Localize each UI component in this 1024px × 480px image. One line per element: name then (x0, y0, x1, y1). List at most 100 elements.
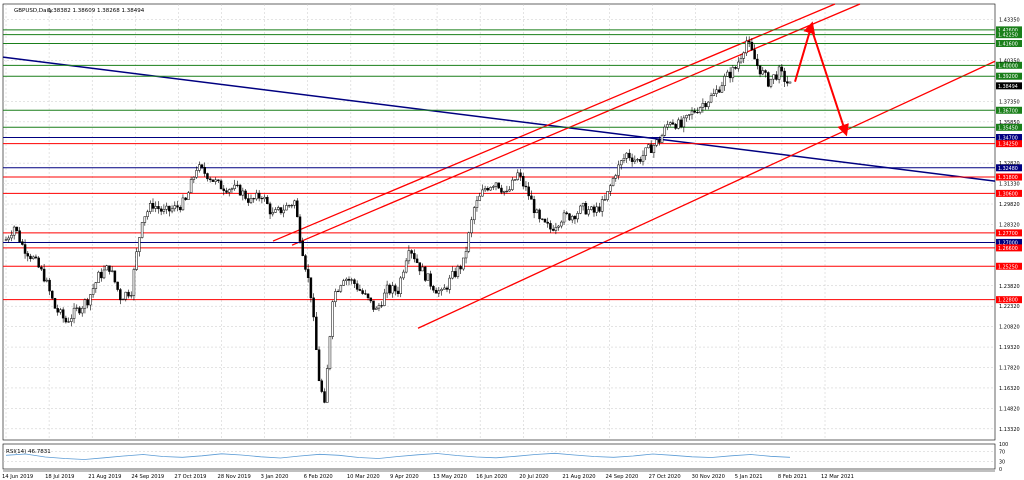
candle-body (535, 209, 539, 214)
candle-body (715, 89, 718, 94)
level-tag-text: 1.41600 (998, 42, 1018, 48)
candle-body (682, 117, 686, 128)
rsi-label: RSI(14) 46.7831 (6, 449, 51, 455)
candle-body (720, 85, 724, 93)
candle-body (456, 266, 460, 277)
candle-body (560, 221, 563, 227)
candle-body (766, 72, 770, 87)
candle-body (72, 307, 76, 319)
candle-body (579, 205, 582, 214)
candle-body (317, 349, 321, 382)
candle-body (777, 66, 781, 80)
candle-body (285, 205, 288, 211)
candle-body (80, 307, 84, 314)
candle-body (745, 40, 748, 54)
candle-body (217, 179, 220, 182)
candle-body (40, 266, 43, 270)
y-tick-label: 1.29820 (999, 202, 1020, 208)
level-tag (996, 296, 1022, 304)
candle-body (211, 179, 215, 182)
symbol-label: GBPUSD,Daily (14, 8, 54, 14)
candle-body (753, 49, 756, 60)
candle-body (347, 278, 351, 281)
candle-body (255, 192, 258, 200)
candle-body (369, 297, 373, 302)
candle-body (788, 81, 792, 84)
candle-body (728, 71, 732, 79)
candle-body (306, 269, 310, 278)
candle-body (410, 250, 413, 254)
candle-body (668, 122, 672, 125)
candle-body (679, 119, 683, 128)
candle-body (18, 230, 21, 242)
candle-body (780, 66, 784, 72)
x-tick-label: 24 Sep 2019 (131, 474, 164, 480)
candle-body (187, 192, 190, 200)
y-tick-label: 1.17820 (999, 366, 1020, 372)
candle-body (750, 41, 754, 50)
current-price-tag (996, 82, 1022, 90)
level-tag (996, 244, 1022, 252)
candle-body (263, 196, 266, 200)
candle-body (565, 212, 569, 214)
candle-body (666, 124, 669, 128)
level-tag-text: 1.27700 (998, 231, 1018, 237)
candle-body (671, 122, 675, 125)
candle-body (339, 285, 343, 292)
candle-body (350, 279, 353, 281)
candle-body (61, 309, 65, 319)
candle-body (173, 205, 177, 210)
candle-body (287, 205, 291, 207)
candle-body (532, 199, 536, 214)
level-tag (996, 61, 1022, 69)
candle-body (200, 164, 204, 168)
x-tick-label: 8 Feb 2021 (778, 474, 807, 480)
candle-body (328, 336, 332, 369)
candle-body (415, 258, 419, 263)
candle-body (195, 170, 198, 178)
candle-body (712, 93, 716, 96)
x-tick-label: 13 May 2020 (433, 474, 467, 480)
channel-lower-line (417, 60, 996, 329)
candle-body (366, 293, 370, 299)
candle-body (404, 260, 408, 273)
candle-body (396, 290, 400, 294)
candle-body (538, 209, 541, 220)
candle-body (595, 206, 598, 213)
candle-body (758, 65, 762, 75)
candle-body (86, 299, 89, 306)
candle-body (132, 269, 136, 296)
candle-body (244, 190, 247, 199)
candle-body (151, 203, 155, 209)
candle-body (519, 172, 522, 177)
candle-body (230, 188, 234, 190)
candle-body (10, 234, 13, 239)
candle-body (614, 175, 618, 179)
x-tick-label: 9 Apr 2020 (390, 474, 419, 480)
candle-body (486, 188, 490, 191)
candle-body (693, 110, 696, 113)
candle-body (734, 66, 737, 69)
candle-body (606, 191, 609, 200)
candle-body (320, 380, 324, 392)
candle-body (584, 202, 588, 215)
candle-body (696, 112, 699, 114)
y-tick-label: 1.40350 (999, 59, 1020, 65)
candle-body (157, 206, 160, 210)
rsi-panel: 100 70 300 (2, 442, 1008, 473)
candle-body (110, 270, 114, 272)
level-tag-text: 1.26600 (998, 246, 1018, 252)
level-tag (996, 173, 1022, 181)
candle-body (622, 157, 626, 161)
level-tag (996, 106, 1022, 114)
candle-body (731, 66, 735, 79)
candle-body (361, 290, 364, 294)
candle-body (374, 307, 378, 310)
candle-body (4, 239, 8, 241)
candle-body (293, 200, 296, 206)
rsi-scale-label: 70 (999, 450, 1005, 456)
candle-body (75, 307, 79, 309)
candle-body (252, 198, 255, 200)
candle-body (266, 196, 269, 205)
candle-body (149, 203, 152, 213)
